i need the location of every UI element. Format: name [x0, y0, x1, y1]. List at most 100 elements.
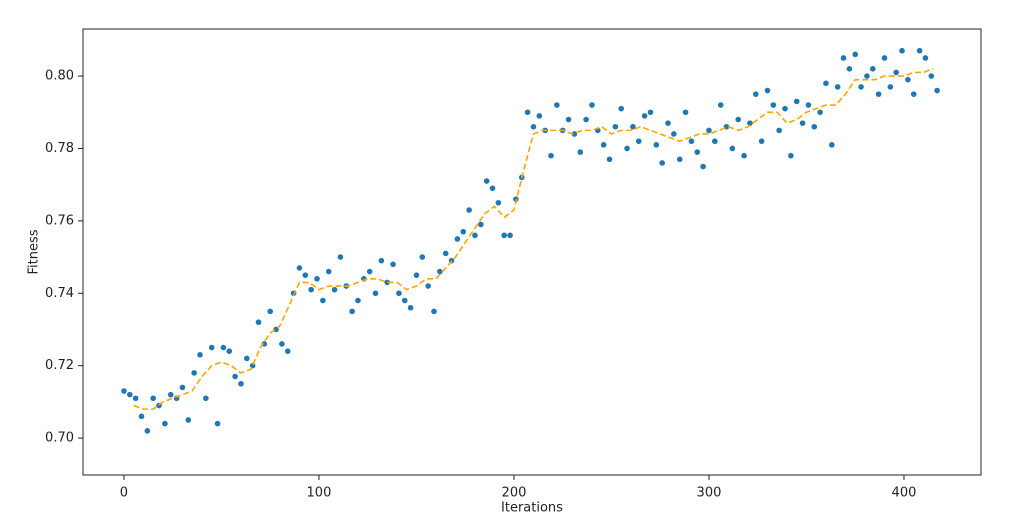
data-point [583, 116, 589, 123]
data-point [536, 113, 543, 119]
data-point [665, 120, 671, 126]
data-point [934, 87, 940, 94]
data-point [548, 152, 554, 159]
data-point [799, 120, 806, 126]
data-point [700, 163, 706, 170]
data-point [747, 120, 753, 126]
data-point [729, 145, 736, 152]
data-point [372, 290, 379, 297]
data-point [401, 297, 408, 304]
y-tick-label: 0.74 [45, 286, 74, 301]
data-point [249, 362, 256, 369]
data-point [284, 348, 291, 354]
data-point [121, 388, 127, 394]
data-point [635, 138, 642, 145]
data-point [396, 290, 402, 297]
data-point [618, 105, 625, 112]
data-point [671, 131, 677, 137]
data-point [308, 286, 314, 293]
data-point [905, 76, 911, 83]
data-point [653, 142, 660, 148]
data-point [864, 73, 870, 79]
data-point [764, 87, 771, 94]
data-point [507, 232, 513, 239]
data-point [390, 261, 396, 268]
plot-frame [82, 28, 982, 476]
data-point [928, 73, 935, 79]
data-point [717, 102, 724, 108]
data-point [302, 272, 309, 278]
data-point [132, 395, 139, 402]
data-point [331, 286, 338, 293]
data-point [162, 420, 168, 427]
data-point [840, 55, 847, 61]
x-tick-label: 0 [120, 486, 128, 501]
data-point [735, 116, 742, 123]
y-axis-label: Fitness [27, 229, 42, 274]
data-point [478, 221, 484, 228]
data-point [606, 156, 613, 163]
data-point [220, 344, 227, 351]
data-point [366, 268, 373, 275]
data-point [431, 308, 437, 315]
data-point [612, 123, 619, 130]
data-point [442, 250, 449, 257]
data-point [869, 66, 876, 72]
data-point [483, 178, 490, 184]
data-point [752, 91, 759, 97]
data-point [501, 232, 508, 239]
data-point [226, 348, 233, 354]
trend-line [133, 68, 934, 410]
data-point [600, 142, 607, 148]
data-point [571, 131, 578, 137]
data-point [279, 341, 285, 347]
data-point [197, 352, 203, 358]
data-point [782, 105, 788, 112]
data-point [273, 326, 279, 333]
data-point [179, 384, 186, 391]
data-point [565, 116, 572, 123]
data-point [466, 207, 472, 213]
data-point [378, 257, 385, 264]
data-point [834, 84, 841, 90]
data-point [858, 84, 864, 90]
data-point [127, 391, 133, 398]
y-tick-label: 0.70 [45, 431, 74, 446]
data-point [811, 123, 818, 130]
data-point [630, 123, 636, 130]
data-point [185, 417, 192, 423]
data-point [647, 109, 654, 116]
data-point [805, 102, 812, 108]
data-point [150, 395, 157, 402]
data-point [793, 98, 800, 105]
data-point [875, 91, 882, 97]
data-point [238, 380, 244, 387]
data-point [910, 91, 917, 97]
data-point [320, 297, 326, 304]
data-point [472, 232, 478, 239]
data-point [846, 66, 853, 72]
data-point [337, 254, 344, 260]
data-point [325, 268, 332, 275]
data-point [624, 145, 630, 152]
data-point [144, 428, 151, 434]
data-point [554, 102, 560, 108]
data-point [232, 373, 238, 380]
data-point [261, 341, 268, 347]
data-point [741, 152, 747, 159]
data-point [916, 47, 923, 54]
data-point [776, 127, 782, 134]
data-point [203, 395, 209, 402]
x-axis-label: Iterations [501, 501, 563, 516]
y-tick-label: 0.80 [45, 69, 74, 84]
data-point [244, 355, 250, 362]
data-point [437, 268, 443, 275]
data-point [887, 84, 894, 90]
x-tick-label: 200 [502, 486, 527, 501]
data-point [191, 370, 197, 376]
data-point [267, 308, 274, 315]
data-point [676, 156, 683, 163]
data-point [922, 55, 929, 61]
data-point [407, 304, 414, 311]
